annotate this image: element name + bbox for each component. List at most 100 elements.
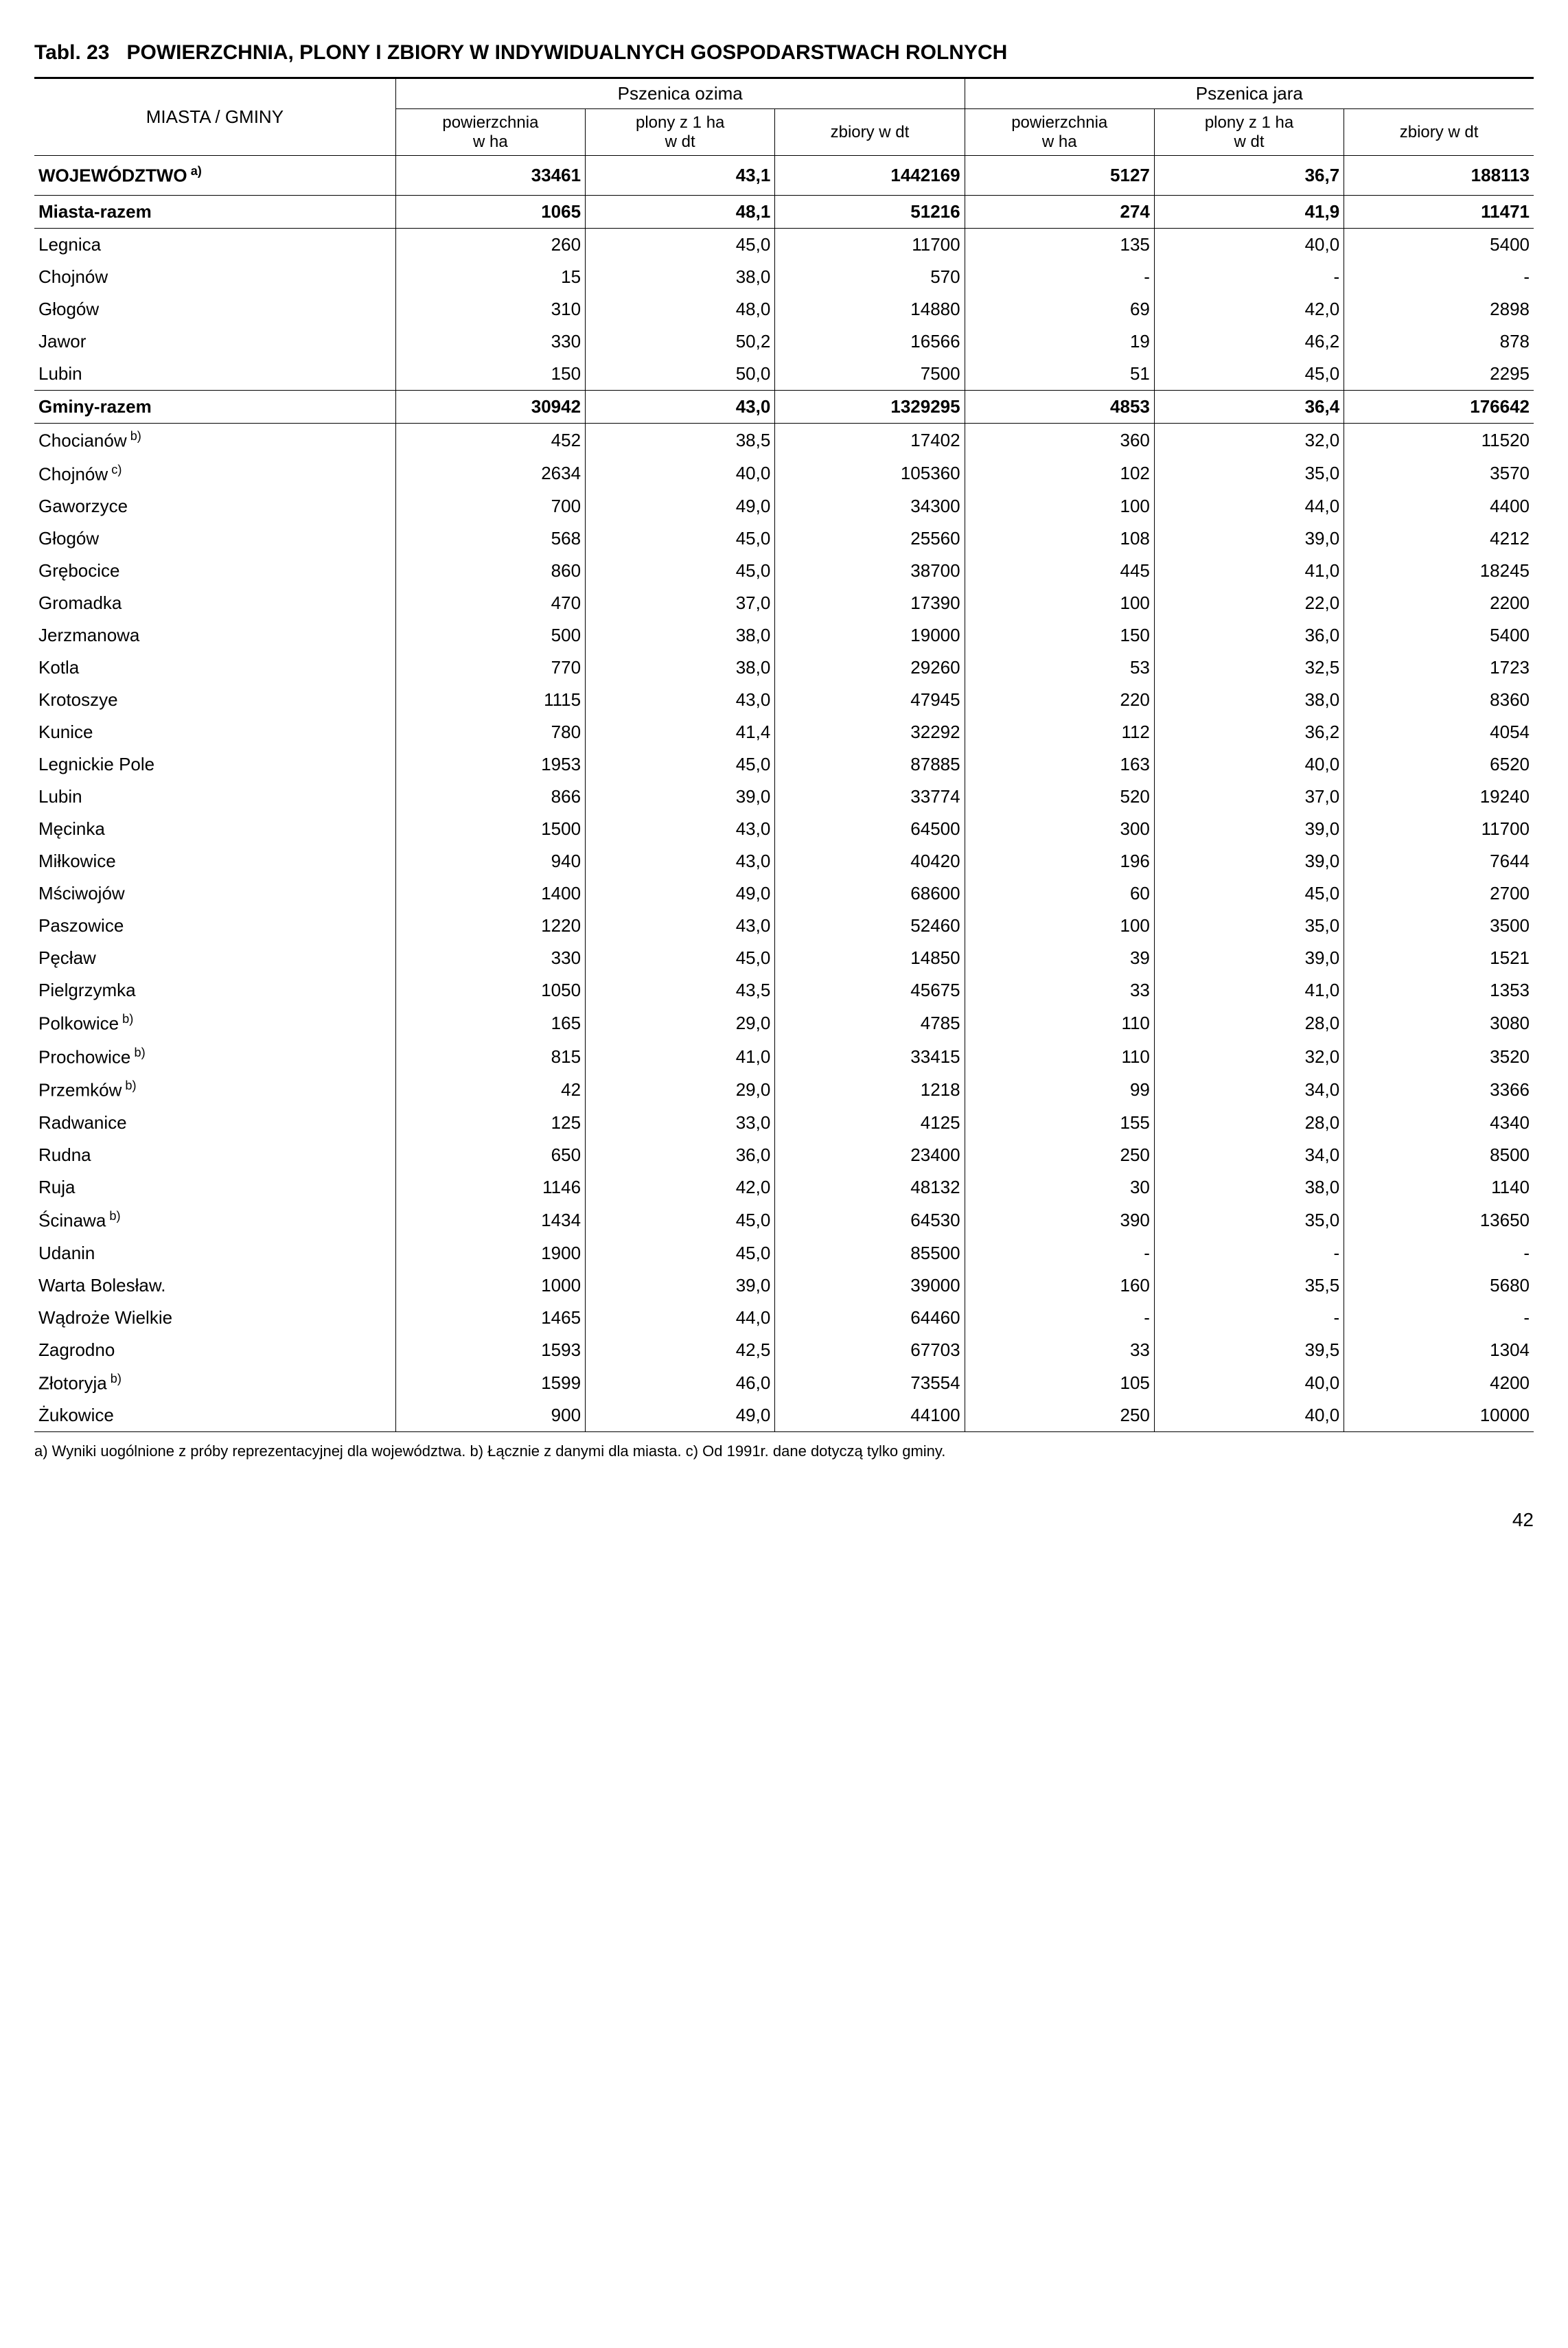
cell: 4054 xyxy=(1344,716,1534,748)
table-row: Prochowice b)81541,03341511032,03520 xyxy=(34,1040,1534,1074)
table-row: Mściwojów140049,0686006045,02700 xyxy=(34,877,1534,910)
row-header: MIASTA / GMINY xyxy=(34,78,395,156)
table-row: Polkowice b)16529,0478511028,03080 xyxy=(34,1006,1534,1040)
cell: 40,0 xyxy=(1154,1399,1344,1432)
cell: 33774 xyxy=(775,781,965,813)
table-row: Głogów56845,02556010839,04212 xyxy=(34,522,1534,555)
cell: 1304 xyxy=(1344,1334,1534,1366)
cell: 18245 xyxy=(1344,555,1534,587)
row-label: Radwanice xyxy=(34,1107,395,1139)
cell: 11700 xyxy=(1344,813,1534,845)
page-number: 42 xyxy=(34,1509,1534,1531)
cell: - xyxy=(1154,1237,1344,1269)
table-row: Rudna65036,02340025034,08500 xyxy=(34,1139,1534,1171)
cell: 99 xyxy=(965,1073,1154,1107)
cell: 37,0 xyxy=(586,587,775,619)
cell: 110 xyxy=(965,1006,1154,1040)
cell: - xyxy=(965,1302,1154,1334)
cell: 770 xyxy=(395,652,585,684)
cell: 250 xyxy=(965,1139,1154,1171)
cell: 1050 xyxy=(395,974,585,1006)
cell: 64460 xyxy=(775,1302,965,1334)
row-label: Gaworzyce xyxy=(34,490,395,522)
cell: 330 xyxy=(395,942,585,974)
cell: 150 xyxy=(965,619,1154,652)
cell: 50,0 xyxy=(586,358,775,391)
cell: - xyxy=(965,261,1154,293)
cell: 42,5 xyxy=(586,1334,775,1366)
cell: 39 xyxy=(965,942,1154,974)
cell: 330 xyxy=(395,325,585,358)
row-label: Chojnów xyxy=(34,261,395,293)
cell: - xyxy=(1344,261,1534,293)
table-row: Wądroże Wielkie146544,064460--- xyxy=(34,1302,1534,1334)
cell: 4853 xyxy=(965,390,1154,423)
cell: - xyxy=(1154,1302,1344,1334)
cell: 39,0 xyxy=(586,1269,775,1302)
cell: 35,0 xyxy=(1154,910,1344,942)
cell: 40,0 xyxy=(1154,748,1344,781)
cell: 3080 xyxy=(1344,1006,1534,1040)
cell: 73554 xyxy=(775,1366,965,1400)
cell: 36,2 xyxy=(1154,716,1344,748)
table-row: Lubin15050,075005145,02295 xyxy=(34,358,1534,391)
sub-pow-2: powierzchniaw ha xyxy=(965,109,1154,156)
cell: 46,2 xyxy=(1154,325,1344,358)
cell: 1329295 xyxy=(775,390,965,423)
cell: 1593 xyxy=(395,1334,585,1366)
table-row: Legnica26045,01170013540,05400 xyxy=(34,228,1534,261)
cell: 100 xyxy=(965,587,1154,619)
table-row: Gminy-razem3094243,01329295485336,417664… xyxy=(34,390,1534,423)
cell: 43,5 xyxy=(586,974,775,1006)
cell: 42,0 xyxy=(1154,293,1344,325)
cell: 38,0 xyxy=(586,619,775,652)
cell: 1500 xyxy=(395,813,585,845)
cell: 42 xyxy=(395,1073,585,1107)
cell: 11471 xyxy=(1344,195,1534,228)
cell: 69 xyxy=(965,293,1154,325)
cell: 19 xyxy=(965,325,1154,358)
cell: 310 xyxy=(395,293,585,325)
table-row: Gaworzyce70049,03430010044,04400 xyxy=(34,490,1534,522)
row-label: Kunice xyxy=(34,716,395,748)
row-label: Jerzmanowa xyxy=(34,619,395,652)
cell: 30942 xyxy=(395,390,585,423)
cell: 40,0 xyxy=(1154,1366,1344,1400)
table-row: Miłkowice94043,04042019639,07644 xyxy=(34,845,1534,877)
cell: 1218 xyxy=(775,1073,965,1107)
cell: 48,1 xyxy=(586,195,775,228)
table-row: Jawor33050,2165661946,2878 xyxy=(34,325,1534,358)
table-row: Kunice78041,43229211236,24054 xyxy=(34,716,1534,748)
cell: 150 xyxy=(395,358,585,391)
cell: 51216 xyxy=(775,195,965,228)
cell: 49,0 xyxy=(586,877,775,910)
cell: 29,0 xyxy=(586,1073,775,1107)
cell: 3500 xyxy=(1344,910,1534,942)
row-label: Grębocice xyxy=(34,555,395,587)
row-label: Żukowice xyxy=(34,1399,395,1432)
title-rest: POWIERZCHNIA, PLONY I ZBIORY W INDYWIDUA… xyxy=(127,41,1008,64)
table-row: WOJEWÓDZTWO a)3346143,11442169512736,718… xyxy=(34,156,1534,196)
table-row: Legnickie Pole195345,08788516340,06520 xyxy=(34,748,1534,781)
table-row: Męcinka150043,06450030039,011700 xyxy=(34,813,1534,845)
cell: 40,0 xyxy=(1154,228,1344,261)
cell: 100 xyxy=(965,910,1154,942)
cell: 1900 xyxy=(395,1237,585,1269)
cell: 8500 xyxy=(1344,1139,1534,1171)
cell: 64500 xyxy=(775,813,965,845)
row-label: Męcinka xyxy=(34,813,395,845)
cell: 39,0 xyxy=(1154,813,1344,845)
cell: 41,0 xyxy=(586,1040,775,1074)
cell: 36,7 xyxy=(1154,156,1344,196)
row-label: Jawor xyxy=(34,325,395,358)
table-row: Zagrodno159342,5677033339,51304 xyxy=(34,1334,1534,1366)
row-label: Prochowice b) xyxy=(34,1040,395,1074)
table-row: Udanin190045,085500--- xyxy=(34,1237,1534,1269)
cell: 4785 xyxy=(775,1006,965,1040)
cell: 33,0 xyxy=(586,1107,775,1139)
cell: 5680 xyxy=(1344,1269,1534,1302)
cell: 38,0 xyxy=(1154,684,1344,716)
cell: 110 xyxy=(965,1040,1154,1074)
cell: 4125 xyxy=(775,1107,965,1139)
cell: 220 xyxy=(965,684,1154,716)
